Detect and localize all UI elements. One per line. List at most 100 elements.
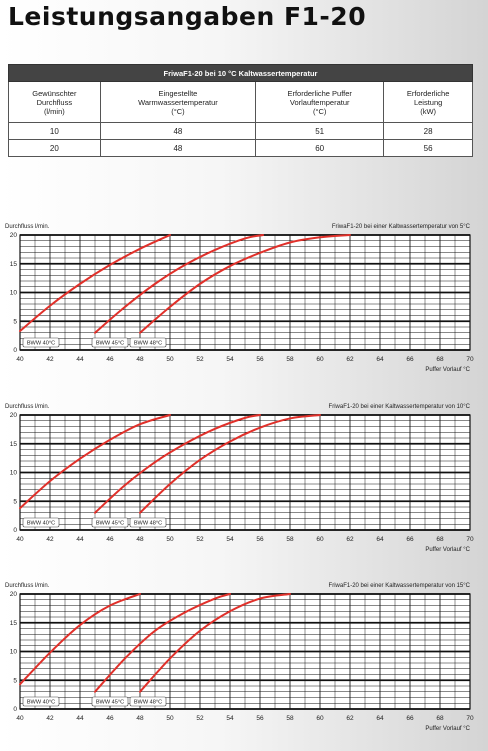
x-tick-label: 50 xyxy=(166,356,174,363)
legend-box xyxy=(91,337,129,348)
x-tick-label: 68 xyxy=(436,715,444,722)
x-tick-label: 66 xyxy=(406,356,414,363)
y-axis-label: Durchfluss l/min. xyxy=(5,404,50,410)
table-caption: FriwaF1-20 bei 10 °C Kaltwassertemperatu… xyxy=(8,64,473,82)
y-tick-label: 5 xyxy=(13,677,17,684)
x-tick-label: 54 xyxy=(226,356,234,363)
y-tick-label: 10 xyxy=(10,470,18,477)
x-tick-label: 44 xyxy=(76,536,84,543)
legend-box xyxy=(129,517,167,528)
x-tick-label: 56 xyxy=(256,715,264,722)
y-tick-label: 5 xyxy=(13,498,17,505)
chart-15c: Durchfluss l/min. FriwaF1-20 bei einer Ka… xyxy=(0,576,488,736)
header-buffer-temp: Erforderliche Puffer Vorlauftemperatur (°C… xyxy=(255,81,385,123)
chart-svg: Durchfluss l/min. FriwaF1-20 bei einer Ka… xyxy=(5,583,474,732)
table-cell: 56 xyxy=(383,139,473,157)
x-tick-label: 70 xyxy=(466,356,474,363)
plot-border xyxy=(19,234,471,351)
legend-label: BWW 48°C xyxy=(134,341,162,347)
x-tick-label: 64 xyxy=(376,715,384,722)
x-tick-label: 54 xyxy=(226,536,234,543)
x-tick-label: 62 xyxy=(346,536,354,543)
legend-box xyxy=(129,696,167,707)
x-tick-label: 56 xyxy=(256,356,264,363)
header-hot-water-temp: Eingestellte Warmwassertemperatur (°C) xyxy=(99,81,257,123)
legend-label: BWW 40°C xyxy=(27,700,55,706)
chart-title: FriwaF1-20 bei einer Kaltwassertemperatu… xyxy=(332,224,471,230)
x-tick-label: 42 xyxy=(46,715,54,722)
table-cell: 48 xyxy=(99,122,257,140)
x-tick-label: 58 xyxy=(286,715,294,722)
chart-title: FriwaF1-20 bei einer Kaltwassertemperatu… xyxy=(329,404,471,410)
x-tick-label: 58 xyxy=(286,356,294,363)
legend-box xyxy=(22,337,60,348)
table-cell: 51 xyxy=(255,122,385,140)
table-row: 10 48 51 28 xyxy=(8,122,473,140)
x-tick-label: 42 xyxy=(46,356,54,363)
legend-box xyxy=(91,696,129,707)
x-tick-label: 44 xyxy=(76,715,84,722)
y-tick-label: 15 xyxy=(10,620,18,627)
x-tick-label: 68 xyxy=(436,356,444,363)
x-tick-label: 54 xyxy=(226,715,234,722)
x-tick-label: 40 xyxy=(16,356,24,363)
legend-label: BWW 45°C xyxy=(96,341,124,347)
series-line xyxy=(139,593,291,693)
chart-10c: Durchfluss l/min. FriwaF1-20 bei einer Ka… xyxy=(0,397,488,557)
series-line xyxy=(19,414,171,510)
x-tick-label: 60 xyxy=(316,356,324,363)
x-tick-label: 70 xyxy=(466,536,474,543)
x-axis-label: Puffer Vorlauf °C xyxy=(425,726,470,732)
table-cell: 10 xyxy=(8,122,101,140)
chart-svg: Durchfluss l/min. FriwaF1-20 bei einer Ka… xyxy=(5,224,474,373)
header-flow: Gewünschter Durchfluss (l/min) xyxy=(8,81,101,123)
performance-table: FriwaF1-20 bei 10 °C Kaltwassertemperatu… xyxy=(8,64,473,157)
x-tick-label: 46 xyxy=(106,715,114,722)
series-line xyxy=(19,593,141,686)
x-tick-label: 46 xyxy=(106,536,114,543)
table-cell: 60 xyxy=(255,139,385,157)
x-tick-label: 66 xyxy=(406,715,414,722)
x-tick-label: 46 xyxy=(106,356,114,363)
x-tick-label: 66 xyxy=(406,536,414,543)
table-cell: 48 xyxy=(99,139,257,157)
x-axis-label: Puffer Vorlauf °C xyxy=(425,367,470,373)
y-tick-label: 0 xyxy=(13,706,17,713)
chart-5c: Durchfluss l/min. FriwaF1-20 bei einer Ka… xyxy=(0,217,488,377)
y-tick-label: 20 xyxy=(10,591,18,598)
x-tick-label: 52 xyxy=(196,715,204,722)
x-tick-label: 52 xyxy=(196,536,204,543)
y-tick-label: 0 xyxy=(13,527,17,534)
legend-label: BWW 48°C xyxy=(134,700,162,706)
x-tick-label: 56 xyxy=(256,536,264,543)
legend-label: BWW 45°C xyxy=(96,700,124,706)
x-tick-label: 60 xyxy=(316,715,324,722)
plot-border xyxy=(19,414,471,531)
legend-label: BWW 40°C xyxy=(27,341,55,347)
y-tick-label: 10 xyxy=(10,290,18,297)
series-line xyxy=(94,593,231,693)
chart-title: FriwaF1-20 bei einer Kaltwassertemperatu… xyxy=(329,583,471,589)
x-tick-label: 50 xyxy=(166,536,174,543)
y-tick-label: 5 xyxy=(13,318,17,325)
series-line xyxy=(94,414,261,514)
legend-label: BWW 48°C xyxy=(134,521,162,527)
x-tick-label: 48 xyxy=(136,715,144,722)
y-tick-label: 20 xyxy=(10,412,18,419)
x-tick-label: 62 xyxy=(346,356,354,363)
x-tick-label: 64 xyxy=(376,536,384,543)
legend-box xyxy=(129,337,167,348)
x-tick-label: 48 xyxy=(136,536,144,543)
x-tick-label: 58 xyxy=(286,536,294,543)
legend-box xyxy=(22,517,60,528)
legend-label: BWW 40°C xyxy=(27,521,55,527)
legend-box xyxy=(22,696,60,707)
header-power: Erforderliche Leistung (kW) xyxy=(383,81,473,123)
x-tick-label: 68 xyxy=(436,536,444,543)
y-axis-label: Durchfluss l/min. xyxy=(5,224,50,230)
x-tick-label: 44 xyxy=(76,356,84,363)
x-tick-label: 62 xyxy=(346,715,354,722)
x-tick-label: 42 xyxy=(46,536,54,543)
x-tick-label: 52 xyxy=(196,356,204,363)
series-line xyxy=(94,234,264,334)
